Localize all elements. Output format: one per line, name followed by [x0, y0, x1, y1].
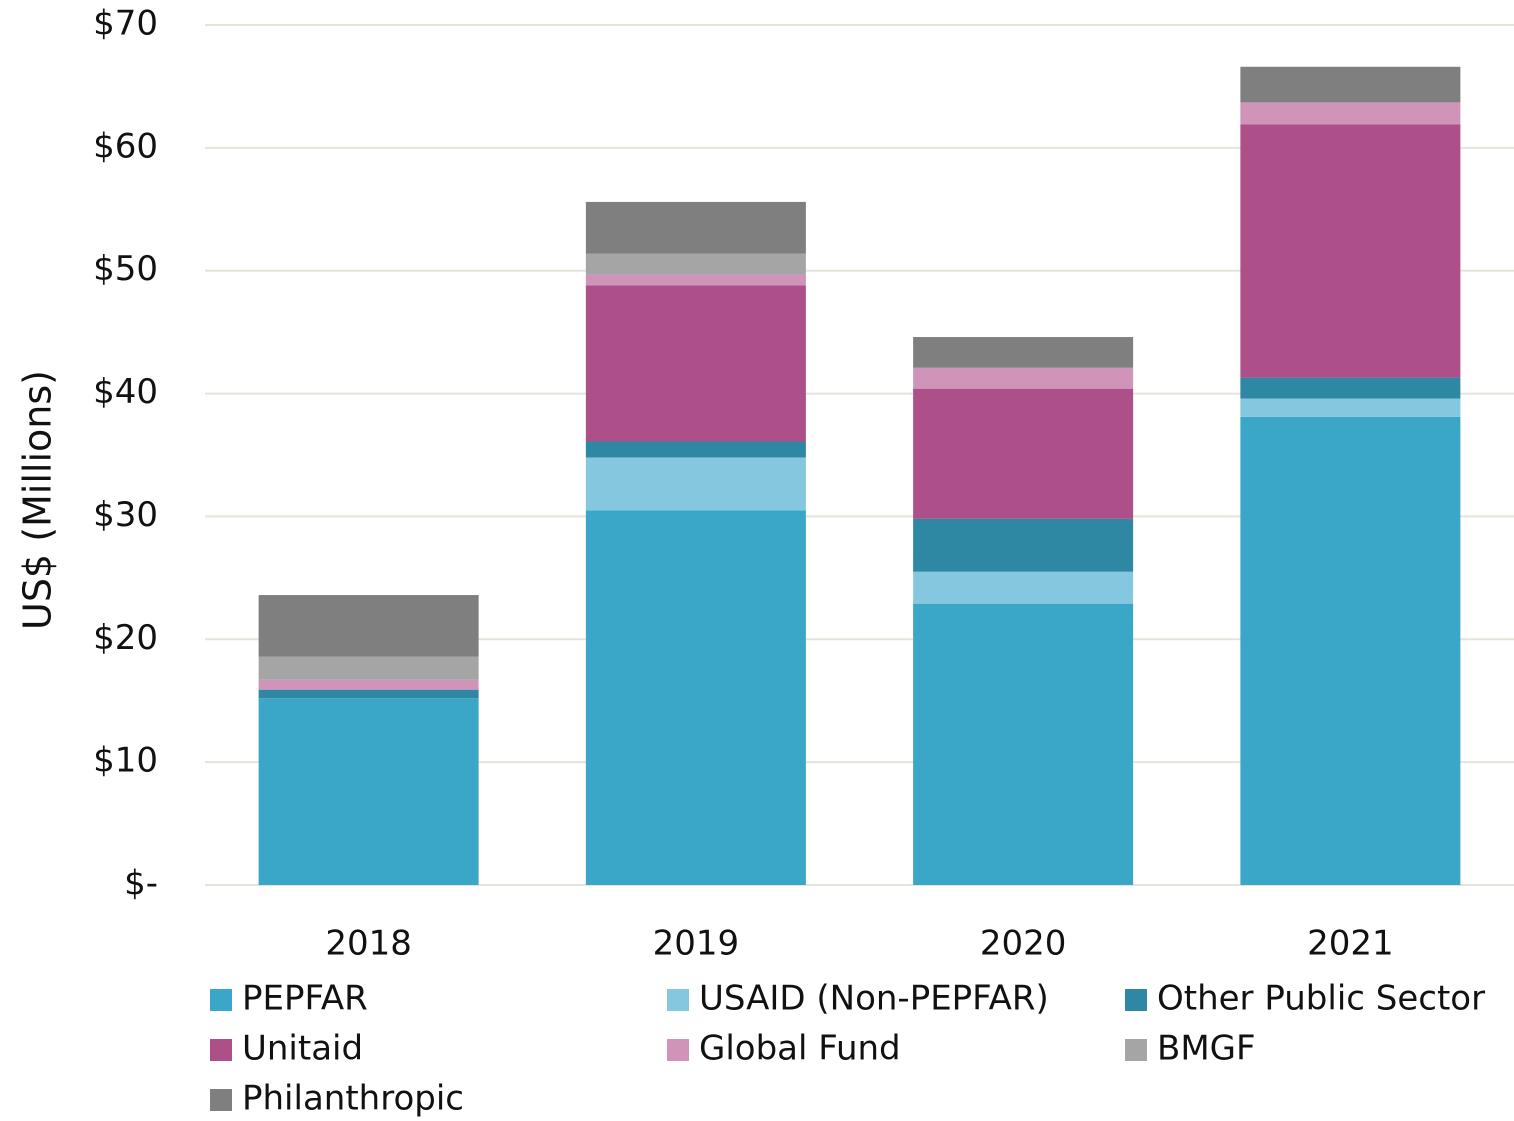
bar-segment — [913, 337, 1134, 368]
y-tick-label: $40 — [93, 372, 158, 412]
bar-segment — [258, 689, 479, 699]
bar-segment — [585, 253, 806, 275]
bar-segment — [1240, 102, 1461, 125]
bar-segment — [1240, 124, 1461, 378]
bar-segment — [913, 388, 1134, 519]
y-tick-label: $30 — [93, 495, 158, 535]
bar-segment — [1240, 66, 1461, 103]
bar-segment — [1240, 398, 1461, 417]
bar-segment — [1240, 416, 1461, 885]
legend-swatch — [210, 1089, 232, 1111]
legend-label: BMGF — [1157, 1029, 1256, 1069]
legend-label: Global Fund — [699, 1029, 901, 1069]
bar-segment — [585, 274, 806, 286]
bar-segment — [258, 698, 479, 885]
bar-segment — [585, 510, 806, 885]
y-tick-label: $- — [124, 864, 158, 904]
legend-swatch — [1125, 989, 1147, 1011]
bar-segment — [913, 603, 1134, 885]
bar-segment — [913, 571, 1134, 604]
legend-label: USAID (Non-PEPFAR) — [699, 979, 1049, 1019]
legend-label: Unitaid — [242, 1029, 363, 1069]
y-tick-label: $50 — [93, 249, 158, 289]
bar-segment — [585, 285, 806, 442]
bar-segment — [913, 518, 1134, 572]
y-tick-label: $60 — [93, 126, 158, 166]
bar-segment — [258, 656, 479, 680]
y-tick-label: $70 — [93, 4, 158, 44]
legend-label: Philanthropic — [242, 1079, 464, 1119]
bar-segment — [913, 367, 1134, 389]
x-tick-label: 2018 — [325, 924, 412, 964]
bar-segment — [258, 679, 479, 690]
legend-swatch — [1125, 1039, 1147, 1061]
legend-swatch — [667, 1039, 689, 1061]
legend-label: PEPFAR — [242, 979, 368, 1019]
x-tick-label: 2020 — [980, 924, 1067, 964]
x-tick-label: 2021 — [1307, 924, 1394, 964]
bar-segment — [258, 595, 479, 657]
legend-swatch — [210, 989, 232, 1011]
bar-segment — [585, 457, 806, 511]
bar-segment — [1240, 377, 1461, 399]
x-tick-label: 2019 — [653, 924, 740, 964]
legend-label: Other Public Sector — [1157, 979, 1485, 1019]
y-axis-label: US$ (Millions) — [16, 370, 60, 630]
bar-segment — [585, 201, 806, 254]
legend-swatch — [210, 1039, 232, 1061]
y-tick-label: $20 — [93, 618, 158, 658]
y-tick-label: $10 — [93, 741, 158, 781]
legend-swatch — [667, 989, 689, 1011]
bar-segment — [585, 441, 806, 458]
